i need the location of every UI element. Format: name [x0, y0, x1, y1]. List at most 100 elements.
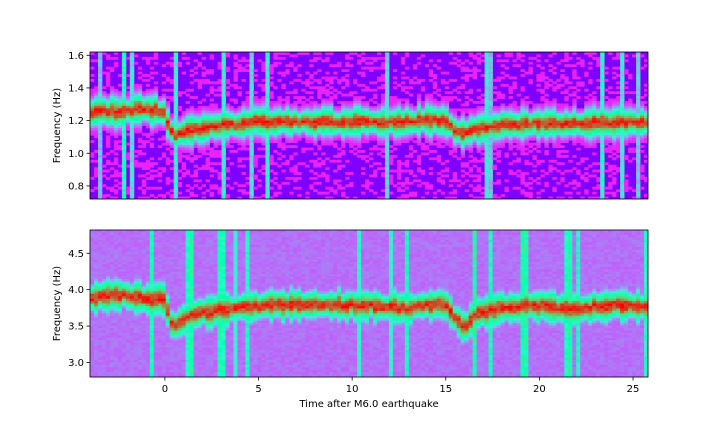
heatmap-cell [161, 81, 167, 85]
heatmap-cell [612, 194, 617, 197]
heatmap-cell [544, 113, 549, 117]
heatmap-cell [325, 186, 330, 190]
heatmap-cell [353, 118, 358, 121]
heatmap-cell [305, 108, 310, 112]
heatmap-cell [345, 93, 350, 97]
heatmap-cell [277, 113, 282, 117]
heatmap-cell [217, 186, 222, 190]
heatmap-cell [504, 108, 509, 112]
heatmap-cell [289, 115, 294, 119]
heatmap-cell [604, 127, 609, 131]
heatmap-cell [97, 184, 103, 188]
heatmap-cell [436, 59, 442, 63]
heatmap-cell [313, 127, 318, 131]
heatmap-cell [548, 137, 553, 141]
heatmap-cell [133, 86, 139, 90]
heatmap-cell [137, 91, 143, 95]
heatmap-cell [221, 169, 226, 173]
heatmap-cell [620, 127, 625, 131]
heatmap-cell [392, 81, 398, 85]
heatmap-cell [273, 130, 278, 134]
heatmap-cell [508, 120, 513, 124]
heatmap-cell [317, 191, 322, 195]
heatmap-cell [396, 115, 402, 119]
heatmap-cell [90, 296, 95, 299]
heatmap-cell [396, 118, 402, 121]
heatmap-cell [472, 69, 478, 72]
heatmap-cell [568, 169, 573, 173]
heatmap-cell [416, 140, 422, 144]
heatmap-cell [249, 191, 254, 195]
heatmap-cell [608, 127, 613, 131]
heatmap-cell [209, 130, 214, 134]
heatmap-cell [640, 137, 645, 141]
heatmap-cell [121, 169, 127, 173]
heatmap-cell [129, 125, 135, 129]
heatmap-cell [313, 123, 318, 126]
heatmap-cell [392, 105, 398, 109]
heatmap-cell [588, 113, 593, 117]
heatmap-cell [552, 110, 557, 114]
heatmap-cell [209, 69, 214, 72]
heatmap-cell [101, 342, 107, 346]
heatmap-cell [105, 252, 111, 255]
heatmap-cell [496, 132, 501, 136]
heatmap-cell [285, 130, 290, 134]
heatmap-cell [428, 137, 434, 141]
heatmap-cell [600, 132, 605, 136]
heatmap-cell [500, 120, 505, 124]
heatmap-cell [384, 157, 390, 161]
heatmap-cell [536, 59, 541, 63]
heatmap-cell [361, 127, 366, 131]
heatmap-cell [349, 118, 354, 121]
heatmap-cell [149, 118, 155, 121]
heatmap-cell [432, 137, 438, 141]
heatmap-cell [209, 81, 214, 85]
heatmap-cell [636, 140, 641, 144]
heatmap-cell [289, 157, 294, 161]
heatmap-cell [384, 76, 390, 80]
heatmap-cell [484, 71, 489, 75]
heatmap-cell [404, 52, 410, 55]
heatmap-cell [472, 71, 478, 75]
heatmap-cell [141, 78, 147, 82]
heatmap-cell [508, 105, 513, 109]
heatmap-cell [480, 191, 485, 195]
heatmap-cell [265, 147, 270, 151]
heatmap-cell [141, 56, 147, 60]
heatmap-cell [644, 59, 649, 63]
heatmap-cell [580, 159, 585, 163]
heatmap-cell [384, 98, 390, 102]
heatmap-cell [93, 357, 99, 361]
heatmap-cell [197, 110, 202, 114]
heatmap-cell [173, 186, 179, 190]
heatmap-cell [109, 125, 115, 129]
heatmap-cell [592, 103, 597, 107]
heatmap-cell [464, 96, 470, 99]
heatmap-cell [93, 354, 99, 358]
heatmap-cell [492, 145, 497, 148]
heatmap-cell [253, 123, 258, 126]
heatmap-cell [361, 96, 366, 99]
heatmap-cell [544, 184, 549, 188]
heatmap-cell [472, 56, 478, 60]
heatmap-cell [97, 120, 103, 124]
heatmap-cell [249, 103, 254, 107]
heatmap-cell [544, 132, 549, 136]
heatmap-cell [277, 110, 282, 114]
heatmap-cell [604, 71, 609, 75]
heatmap-cell [369, 152, 374, 156]
heatmap-cell [321, 108, 326, 112]
heatmap-cell [353, 91, 358, 95]
heatmap-cell [333, 130, 338, 134]
heatmap-cell [464, 103, 470, 107]
heatmap-cell [488, 115, 493, 119]
heatmap-cell [209, 150, 214, 153]
heatmap-cell [524, 125, 529, 129]
heatmap-cell [165, 132, 171, 136]
heatmap-cell [153, 169, 159, 173]
heatmap-cell [229, 137, 234, 141]
heatmap-cell [572, 120, 577, 124]
heatmap-cell [209, 118, 214, 121]
heatmap-cell [596, 78, 601, 82]
